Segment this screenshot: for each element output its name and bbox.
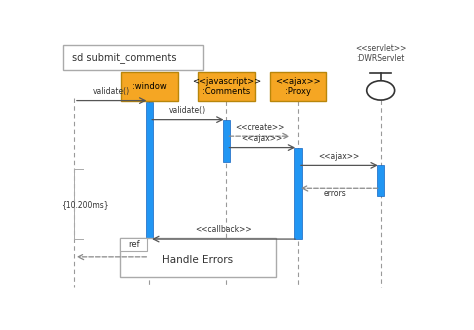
Text: <<ajax>>: <<ajax>>	[319, 152, 360, 161]
Bar	[270, 72, 327, 101]
Text: <<javascript>>
:Comments: <<javascript>> :Comments	[192, 77, 261, 96]
Bar	[120, 238, 276, 277]
Text: <<create>>: <<create>>	[235, 122, 284, 132]
Text: sd submit_comments: sd submit_comments	[72, 52, 177, 63]
Text: validate(): validate()	[169, 106, 206, 115]
Bar	[63, 45, 202, 70]
Text: <<ajax>>
:Proxy: <<ajax>> :Proxy	[275, 77, 321, 96]
Bar	[121, 72, 178, 101]
Text: :window: :window	[132, 82, 167, 91]
Text: {10.200ms}: {10.200ms}	[61, 200, 109, 209]
Text: errors: errors	[324, 189, 346, 198]
Text: <<servlet>>
:DWRServlet: <<servlet>> :DWRServlet	[355, 44, 406, 63]
Bar	[146, 102, 153, 239]
Bar	[146, 244, 153, 257]
Text: Handle Errors: Handle Errors	[163, 255, 234, 265]
Bar	[294, 148, 301, 239]
Bar	[198, 72, 255, 101]
Bar	[223, 120, 230, 162]
Text: ref: ref	[128, 240, 139, 248]
Text: <<ajax>>: <<ajax>>	[242, 134, 283, 143]
Text: <<callback>>: <<callback>>	[195, 225, 252, 235]
Circle shape	[367, 81, 395, 100]
Bar	[377, 165, 384, 196]
Bar	[120, 238, 147, 250]
Text: validate(): validate()	[93, 87, 130, 96]
